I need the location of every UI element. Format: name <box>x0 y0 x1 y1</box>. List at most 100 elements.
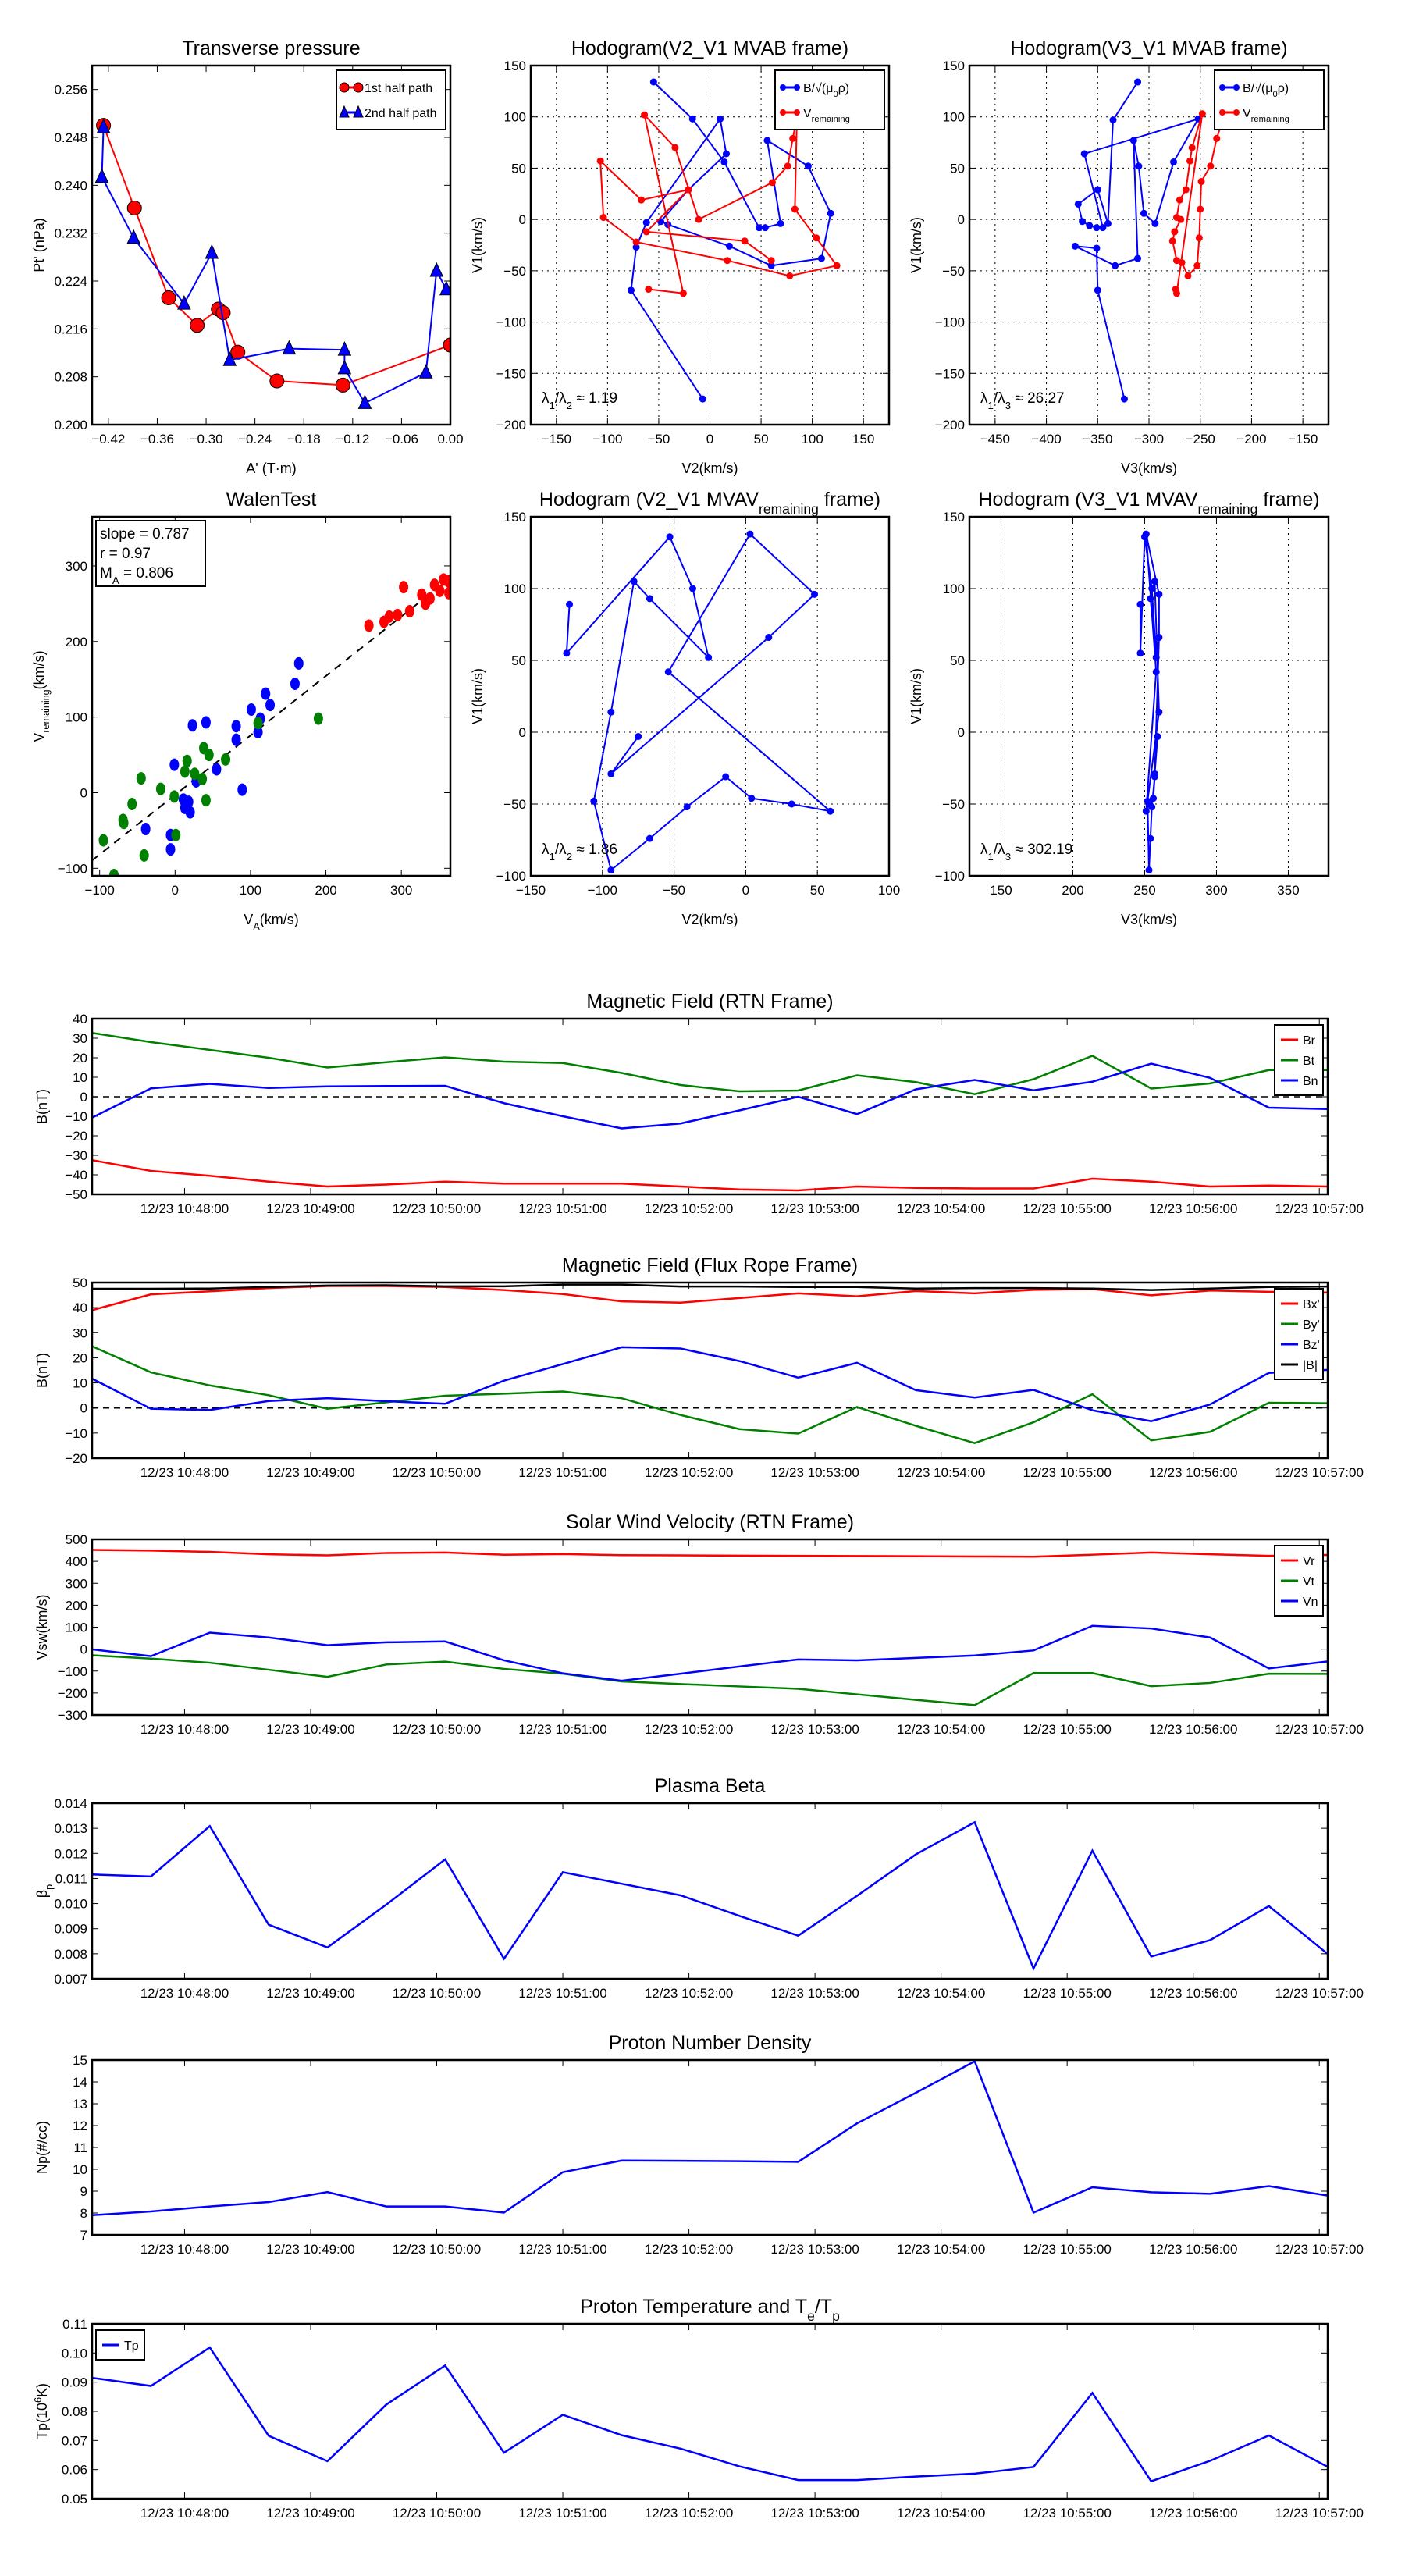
data-point <box>393 608 403 621</box>
y-tick-label: 0.007 <box>54 1972 87 1987</box>
y-tick-label: 0.248 <box>54 130 87 145</box>
data-point <box>418 364 433 379</box>
legend-marker <box>353 105 364 118</box>
data-point <box>261 687 271 700</box>
plot-area <box>92 2346 1328 2483</box>
chart-title: Hodogram (V3_V1 MVAVremaining frame) <box>978 489 1319 517</box>
x-tick-label: 100 <box>240 883 261 898</box>
data-point <box>237 783 247 796</box>
x-tick-label: 12/23 10:53:00 <box>770 1465 859 1480</box>
y-tick-label: 150 <box>943 59 965 73</box>
data-point <box>190 767 200 781</box>
data-point <box>1109 116 1117 124</box>
x-tick-label: 12/23 10:51:00 <box>518 1986 606 2001</box>
x-tick-label: 12/23 10:52:00 <box>645 1986 733 2001</box>
data-point <box>755 224 763 232</box>
x-tick-label: 12/23 10:51:00 <box>518 1201 606 1216</box>
data-point <box>761 224 769 232</box>
data-point <box>1140 209 1147 217</box>
data-point <box>789 134 797 142</box>
x-tick-label: −200 <box>1236 432 1266 447</box>
series-line-B <box>92 1283 1328 1291</box>
data-point <box>290 678 300 691</box>
legend: B/√(μ0ρ) Vremaining <box>774 69 885 130</box>
legend-label: 2nd half path <box>365 107 437 120</box>
y-tick-label: 0.240 <box>54 178 87 193</box>
data-point <box>717 115 724 123</box>
data-point <box>443 575 450 588</box>
legend-label: 1st half path <box>365 82 432 95</box>
data-point <box>811 590 819 598</box>
x-tick-label: −150 <box>516 883 546 898</box>
y-tick-label: 0 <box>80 1642 87 1657</box>
y-tick-label: 40 <box>73 1300 87 1315</box>
y-tick-label: 0.232 <box>54 226 87 241</box>
x-tick-label: 12/23 10:48:00 <box>140 1722 229 1737</box>
plot-area <box>92 1820 1328 1971</box>
x-tick-label: 12/23 10:48:00 <box>140 1465 229 1480</box>
legend-label: Bt <box>1303 1055 1315 1068</box>
data-point <box>666 533 674 541</box>
x-tick-label: 12/23 10:55:00 <box>1023 1986 1111 2001</box>
x-tick-label: 12/23 10:56:00 <box>1149 1722 1237 1737</box>
data-point <box>337 340 352 356</box>
x-tick-label: 12/23 10:57:00 <box>1275 2242 1364 2257</box>
data-point <box>1134 254 1142 262</box>
x-tick-label: 12/23 10:55:00 <box>1023 1722 1111 1737</box>
x-tick-label: −100 <box>592 432 622 447</box>
legend-label: Bn <box>1303 1075 1318 1088</box>
y-tick-label: −20 <box>65 1451 87 1466</box>
y-tick-label: 0.014 <box>54 1796 87 1811</box>
y-axis-label: Np(#/cc) <box>34 2121 50 2174</box>
data-point <box>746 530 754 538</box>
y-tick-label: 0.08 <box>62 2404 87 2419</box>
y-tick-label: −300 <box>58 1708 87 1723</box>
y-tick-label: −200 <box>935 418 965 432</box>
y-axis-label: Pt' (nPa) <box>31 218 47 272</box>
axes-frame <box>529 64 891 426</box>
data-point <box>201 794 211 807</box>
data-point <box>1079 218 1087 226</box>
x-tick-label: 150 <box>852 432 874 447</box>
x-tick-label: 12/23 10:54:00 <box>897 1201 985 1216</box>
y-tick-label: 15 <box>73 2053 87 2068</box>
data-point <box>109 869 119 876</box>
y-tick-label: 40 <box>73 1012 87 1026</box>
y-tick-label: 0 <box>519 212 526 227</box>
data-point <box>768 179 776 187</box>
data-point <box>699 395 706 403</box>
data-point <box>632 244 640 251</box>
data-point <box>1136 600 1144 608</box>
series-line-Bt <box>92 1032 1328 1096</box>
x-tick-label: −450 <box>980 432 1010 447</box>
data-point <box>1134 78 1142 86</box>
x-tick-label: 350 <box>1277 883 1299 898</box>
x-tick-label: 12/23 10:52:00 <box>645 2506 733 2521</box>
y-tick-label: 500 <box>66 1532 87 1547</box>
x-axis-label: V3(km/s) <box>1121 912 1177 927</box>
x-tick-label: −0.12 <box>336 432 369 447</box>
data-point <box>187 719 197 732</box>
y-tick-label: 200 <box>66 1598 87 1613</box>
data-point <box>642 228 650 236</box>
series-line-Vt <box>92 1654 1328 1706</box>
y-axis-label: B(nT) <box>34 1089 50 1124</box>
x-tick-label: 12/23 10:56:00 <box>1149 2506 1237 2521</box>
x-tick-label: 12/23 10:48:00 <box>140 1986 229 2001</box>
data-point <box>96 118 111 133</box>
x-tick-label: 12/23 10:51:00 <box>518 1722 606 1737</box>
data-point <box>1071 242 1079 250</box>
data-point <box>741 237 749 245</box>
chart-title: Hodogram(V3_V1 MVAB frame) <box>1010 37 1287 59</box>
x-tick-label: 50 <box>810 883 825 898</box>
x-tick-label: −50 <box>663 883 685 898</box>
plot-area <box>92 1032 1328 1192</box>
legend: Bx' By' Bz' |B| <box>1274 1288 1324 1380</box>
info-box-line: MA = 0.806 <box>100 565 173 586</box>
data-point <box>791 205 799 213</box>
data-point <box>722 150 730 158</box>
legend-marker <box>339 82 350 93</box>
legend-marker <box>353 82 364 93</box>
x-tick-label: 150 <box>990 883 1012 898</box>
data-point <box>1197 178 1205 186</box>
